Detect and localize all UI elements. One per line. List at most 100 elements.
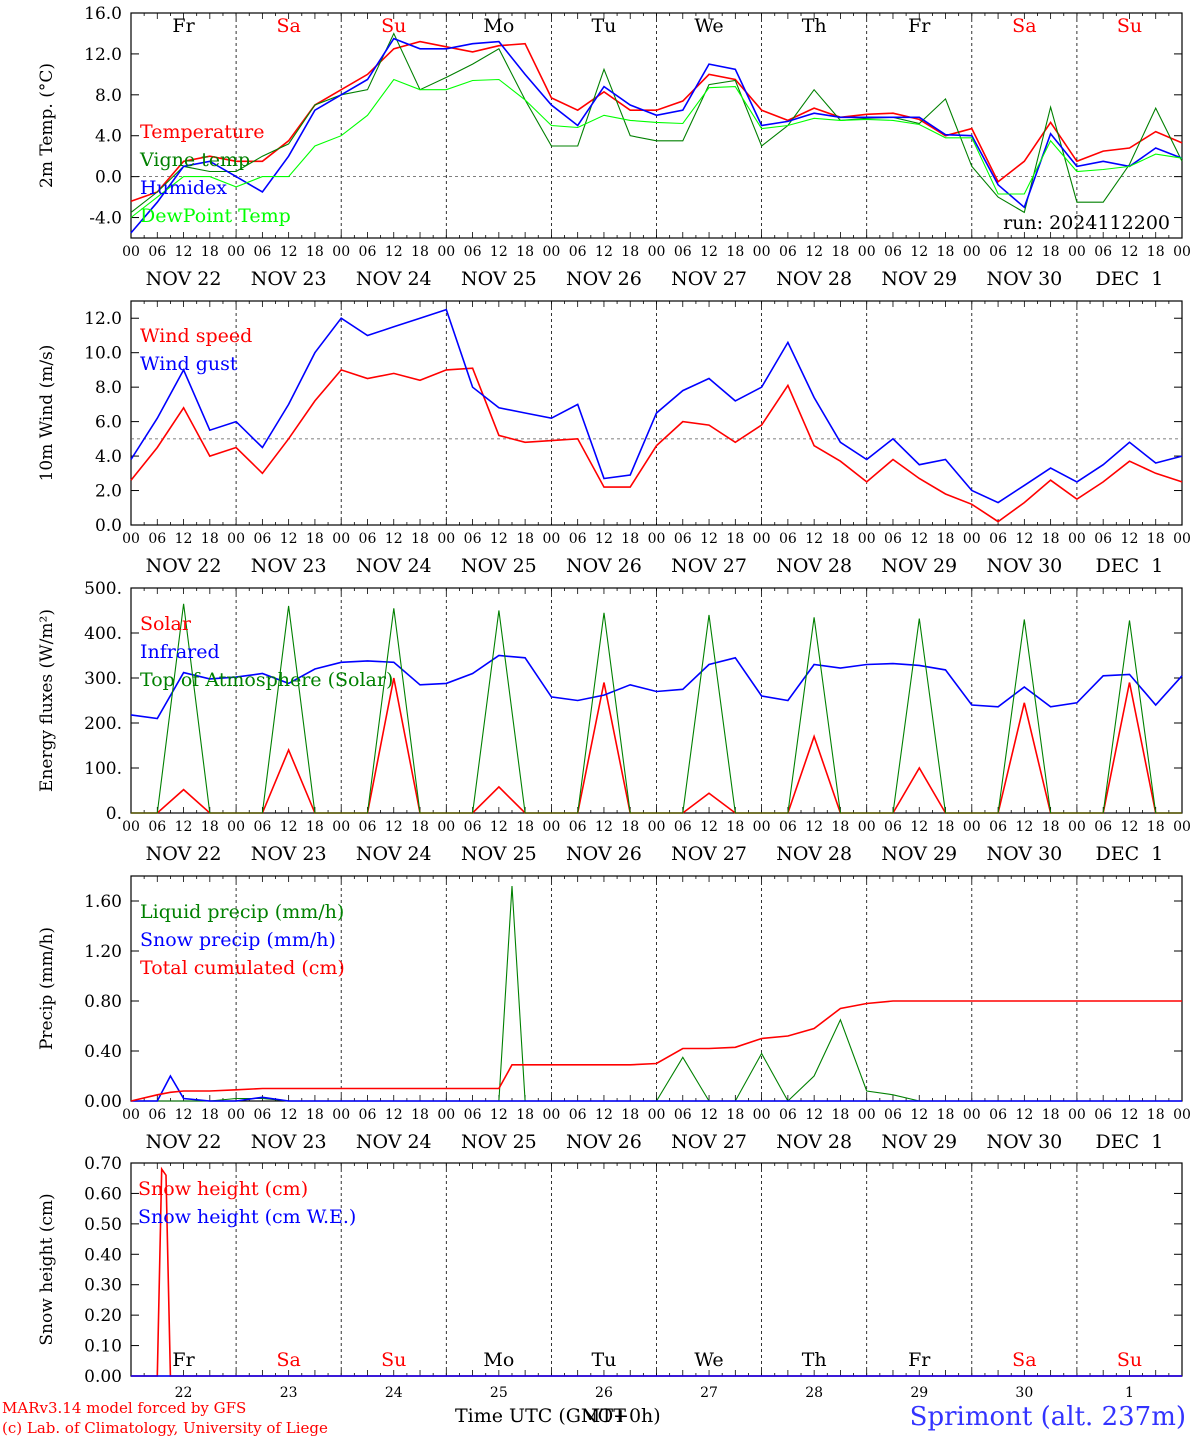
date-label: NOV 23 [251, 843, 327, 865]
day-letter: We [694, 15, 723, 37]
hour-tick-label: 06 [148, 1107, 166, 1123]
hour-tick-label: 18 [937, 244, 955, 260]
series-line-3 [130, 37, 1183, 234]
hour-tick-label: 06 [884, 531, 902, 547]
hour-tick-label: 06 [253, 244, 271, 260]
series-line-2 [130, 32, 1183, 214]
hour-tick-label: 06 [884, 244, 902, 260]
time-axis-label: Time UTC (GMT+0h) [455, 1405, 661, 1427]
hour-tick-label: 06 [464, 1107, 482, 1123]
hour-tick-label: 12 [385, 244, 403, 260]
hour-tick-label: 12 [700, 1107, 718, 1123]
hour-tick-label: 12 [700, 819, 718, 835]
hour-tick-label: 06 [1094, 531, 1112, 547]
date-label: NOV 30 [986, 1131, 1062, 1153]
hour-tick-label: 18 [306, 531, 324, 547]
hour-tick-label: 00 [753, 244, 771, 260]
date-label: DEC 1 [1096, 843, 1164, 865]
day-letter: Th [802, 15, 827, 37]
hour-tick-label: 06 [148, 244, 166, 260]
hour-tick-label: 12 [1015, 1107, 1033, 1123]
date-label: NOV 22 [146, 268, 222, 290]
date-label: NOV 25 [461, 1131, 537, 1153]
date-label: NOV 28 [776, 268, 852, 290]
day-letter: Sa [1012, 1349, 1036, 1371]
day-number-label: 1 [1125, 1385, 1134, 1401]
y-tick-label: 12.0 [84, 45, 122, 65]
day-number-label: 28 [805, 1385, 823, 1401]
day-letter: Fr [172, 15, 195, 37]
hour-tick-label: 18 [1147, 531, 1165, 547]
hour-tick-label: 00 [542, 244, 560, 260]
day-letter: Su [1117, 15, 1142, 37]
hour-tick-label: 06 [464, 819, 482, 835]
legend-entry: Snow precip (mm/h) [140, 929, 336, 951]
hour-tick-label: 12 [910, 244, 928, 260]
hour-tick-label: 00 [1068, 819, 1086, 835]
day-letter: Fr [908, 1349, 931, 1371]
date-label: NOV 24 [356, 1131, 432, 1153]
day-letter: Mo [483, 1349, 514, 1371]
legend-entry: Snow height (cm) [138, 1178, 308, 1200]
date-label: NOV 26 [566, 268, 642, 290]
hour-tick-label: 06 [359, 819, 377, 835]
date-label: NOV 29 [881, 843, 957, 865]
series-line-1 [130, 367, 1183, 523]
date-label: NOV 28 [776, 555, 852, 577]
hour-tick-label: 00 [963, 244, 981, 260]
station-title: Sprimont (alt. 237m) [909, 1402, 1186, 1432]
hour-tick-label: 12 [1121, 819, 1139, 835]
y-tick-label: 0.0 [95, 168, 122, 188]
y-tick-label: 0.70 [84, 1154, 122, 1174]
y-axis-label: Precip (mm/h) [37, 927, 57, 1050]
hour-tick-label: 06 [359, 1107, 377, 1123]
y-axis-label: Snow height (cm) [37, 1193, 57, 1345]
hour-tick-label: 18 [937, 531, 955, 547]
hour-tick-label: 06 [148, 819, 166, 835]
run-label: run: 2024112200 [1003, 212, 1170, 234]
day-number-label: 25 [490, 1385, 508, 1401]
hour-tick-label: 06 [359, 244, 377, 260]
hour-tick-label: 18 [516, 244, 534, 260]
date-label: NOV 25 [461, 843, 537, 865]
hour-tick-label: 12 [910, 531, 928, 547]
date-label: DEC 1 [1096, 555, 1164, 577]
hour-tick-label: 18 [1042, 244, 1060, 260]
hour-tick-label: 00 [1068, 244, 1086, 260]
y-tick-label: 300. [84, 669, 122, 689]
copyright-credit: (c) Lab. of Climatology, University of L… [2, 1419, 328, 1437]
hour-tick-label: 06 [569, 244, 587, 260]
day-letter: Sa [276, 15, 300, 37]
hour-tick-label: 00 [858, 1107, 876, 1123]
hour-tick-label: 12 [490, 244, 508, 260]
day-letter: Su [1117, 1349, 1142, 1371]
hour-tick-label: 00 [227, 819, 245, 835]
hour-tick-label: 06 [253, 1107, 271, 1123]
hour-tick-label: 06 [253, 819, 271, 835]
time-axis-overlay: NOT [581, 1405, 626, 1427]
series-line-3 [131, 603, 1182, 814]
hour-tick-label: 18 [516, 819, 534, 835]
hour-tick-label: 18 [832, 819, 850, 835]
legend-entry: DewPoint Temp [140, 205, 291, 227]
hour-tick-label: 12 [385, 819, 403, 835]
hour-tick-label: 00 [648, 819, 666, 835]
hour-tick-label: 18 [1147, 244, 1165, 260]
hour-tick-label: 12 [1121, 531, 1139, 547]
hour-tick-label: 18 [621, 244, 639, 260]
legend-entry: Snow height (cm W.E.) [138, 1206, 356, 1228]
date-label: NOV 22 [146, 843, 222, 865]
date-label: NOV 30 [986, 268, 1062, 290]
y-tick-label: 0.0 [95, 516, 122, 536]
hour-tick-label: 06 [779, 1107, 797, 1123]
y-tick-label: 400. [84, 624, 122, 644]
day-letter: Fr [172, 1349, 195, 1371]
date-label: NOV 26 [566, 843, 642, 865]
date-label: NOV 26 [566, 555, 642, 577]
hour-tick-label: 00 [1068, 1107, 1086, 1123]
hour-tick-label: 12 [385, 531, 403, 547]
hour-tick-label: 06 [884, 819, 902, 835]
hour-tick-label: 12 [700, 244, 718, 260]
date-label: NOV 28 [776, 1131, 852, 1153]
